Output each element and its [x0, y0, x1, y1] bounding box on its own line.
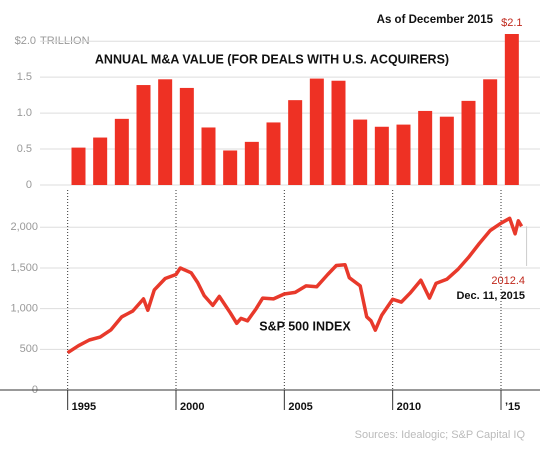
- bar: [309, 78, 324, 185]
- bar: [461, 100, 476, 185]
- y-tick-label: $2.0: [15, 35, 36, 47]
- bar: [418, 110, 433, 185]
- y-tick-label: 0.5: [17, 143, 32, 155]
- bar: [483, 79, 498, 185]
- bar: [136, 85, 151, 185]
- x-tick-label: 2005: [288, 401, 312, 413]
- y-tick-label: 1,000: [10, 303, 38, 315]
- bar: [71, 147, 86, 185]
- x-tick-label: 1995: [72, 401, 96, 413]
- bar: [201, 127, 216, 185]
- value-label: 2012.4: [491, 275, 525, 287]
- line: [66, 216, 524, 355]
- y-tick-label: 1,500: [10, 262, 38, 274]
- y-tick-label: 1.5: [17, 71, 32, 83]
- bar: [439, 116, 454, 185]
- bar: [374, 126, 389, 185]
- line-title: S&P 500 INDEX: [259, 319, 351, 333]
- bar: [266, 122, 281, 185]
- x-tick-label: ’15: [505, 401, 520, 413]
- value-label: $2.1: [501, 17, 522, 29]
- bar: [93, 137, 108, 185]
- bar: [244, 141, 259, 185]
- y-tick-label: 1.0: [17, 107, 32, 119]
- y-tick-label: 500: [20, 343, 38, 355]
- bar: [114, 118, 129, 185]
- y-tick-label: 2,000: [10, 221, 38, 233]
- date-note: Dec. 11, 2015: [456, 290, 525, 302]
- source: Sources: Idealogic; S&P Capital IQ: [355, 429, 526, 441]
- bar: [396, 124, 411, 185]
- bar: [288, 100, 303, 185]
- bar: [179, 87, 194, 185]
- bar: [158, 79, 173, 185]
- bar: [223, 150, 238, 185]
- bar: [331, 80, 346, 185]
- y-tick-label: 0: [26, 179, 32, 191]
- bar: [353, 119, 368, 185]
- as-of-note: As of December 2015: [377, 14, 494, 26]
- bar: [504, 34, 519, 185]
- bar-title: ANNUAL M&A VALUE (FOR DEALS WITH U.S. AC…: [95, 52, 449, 66]
- x-tick-label: 2000: [180, 401, 204, 413]
- x-tick-label: 2010: [397, 401, 421, 413]
